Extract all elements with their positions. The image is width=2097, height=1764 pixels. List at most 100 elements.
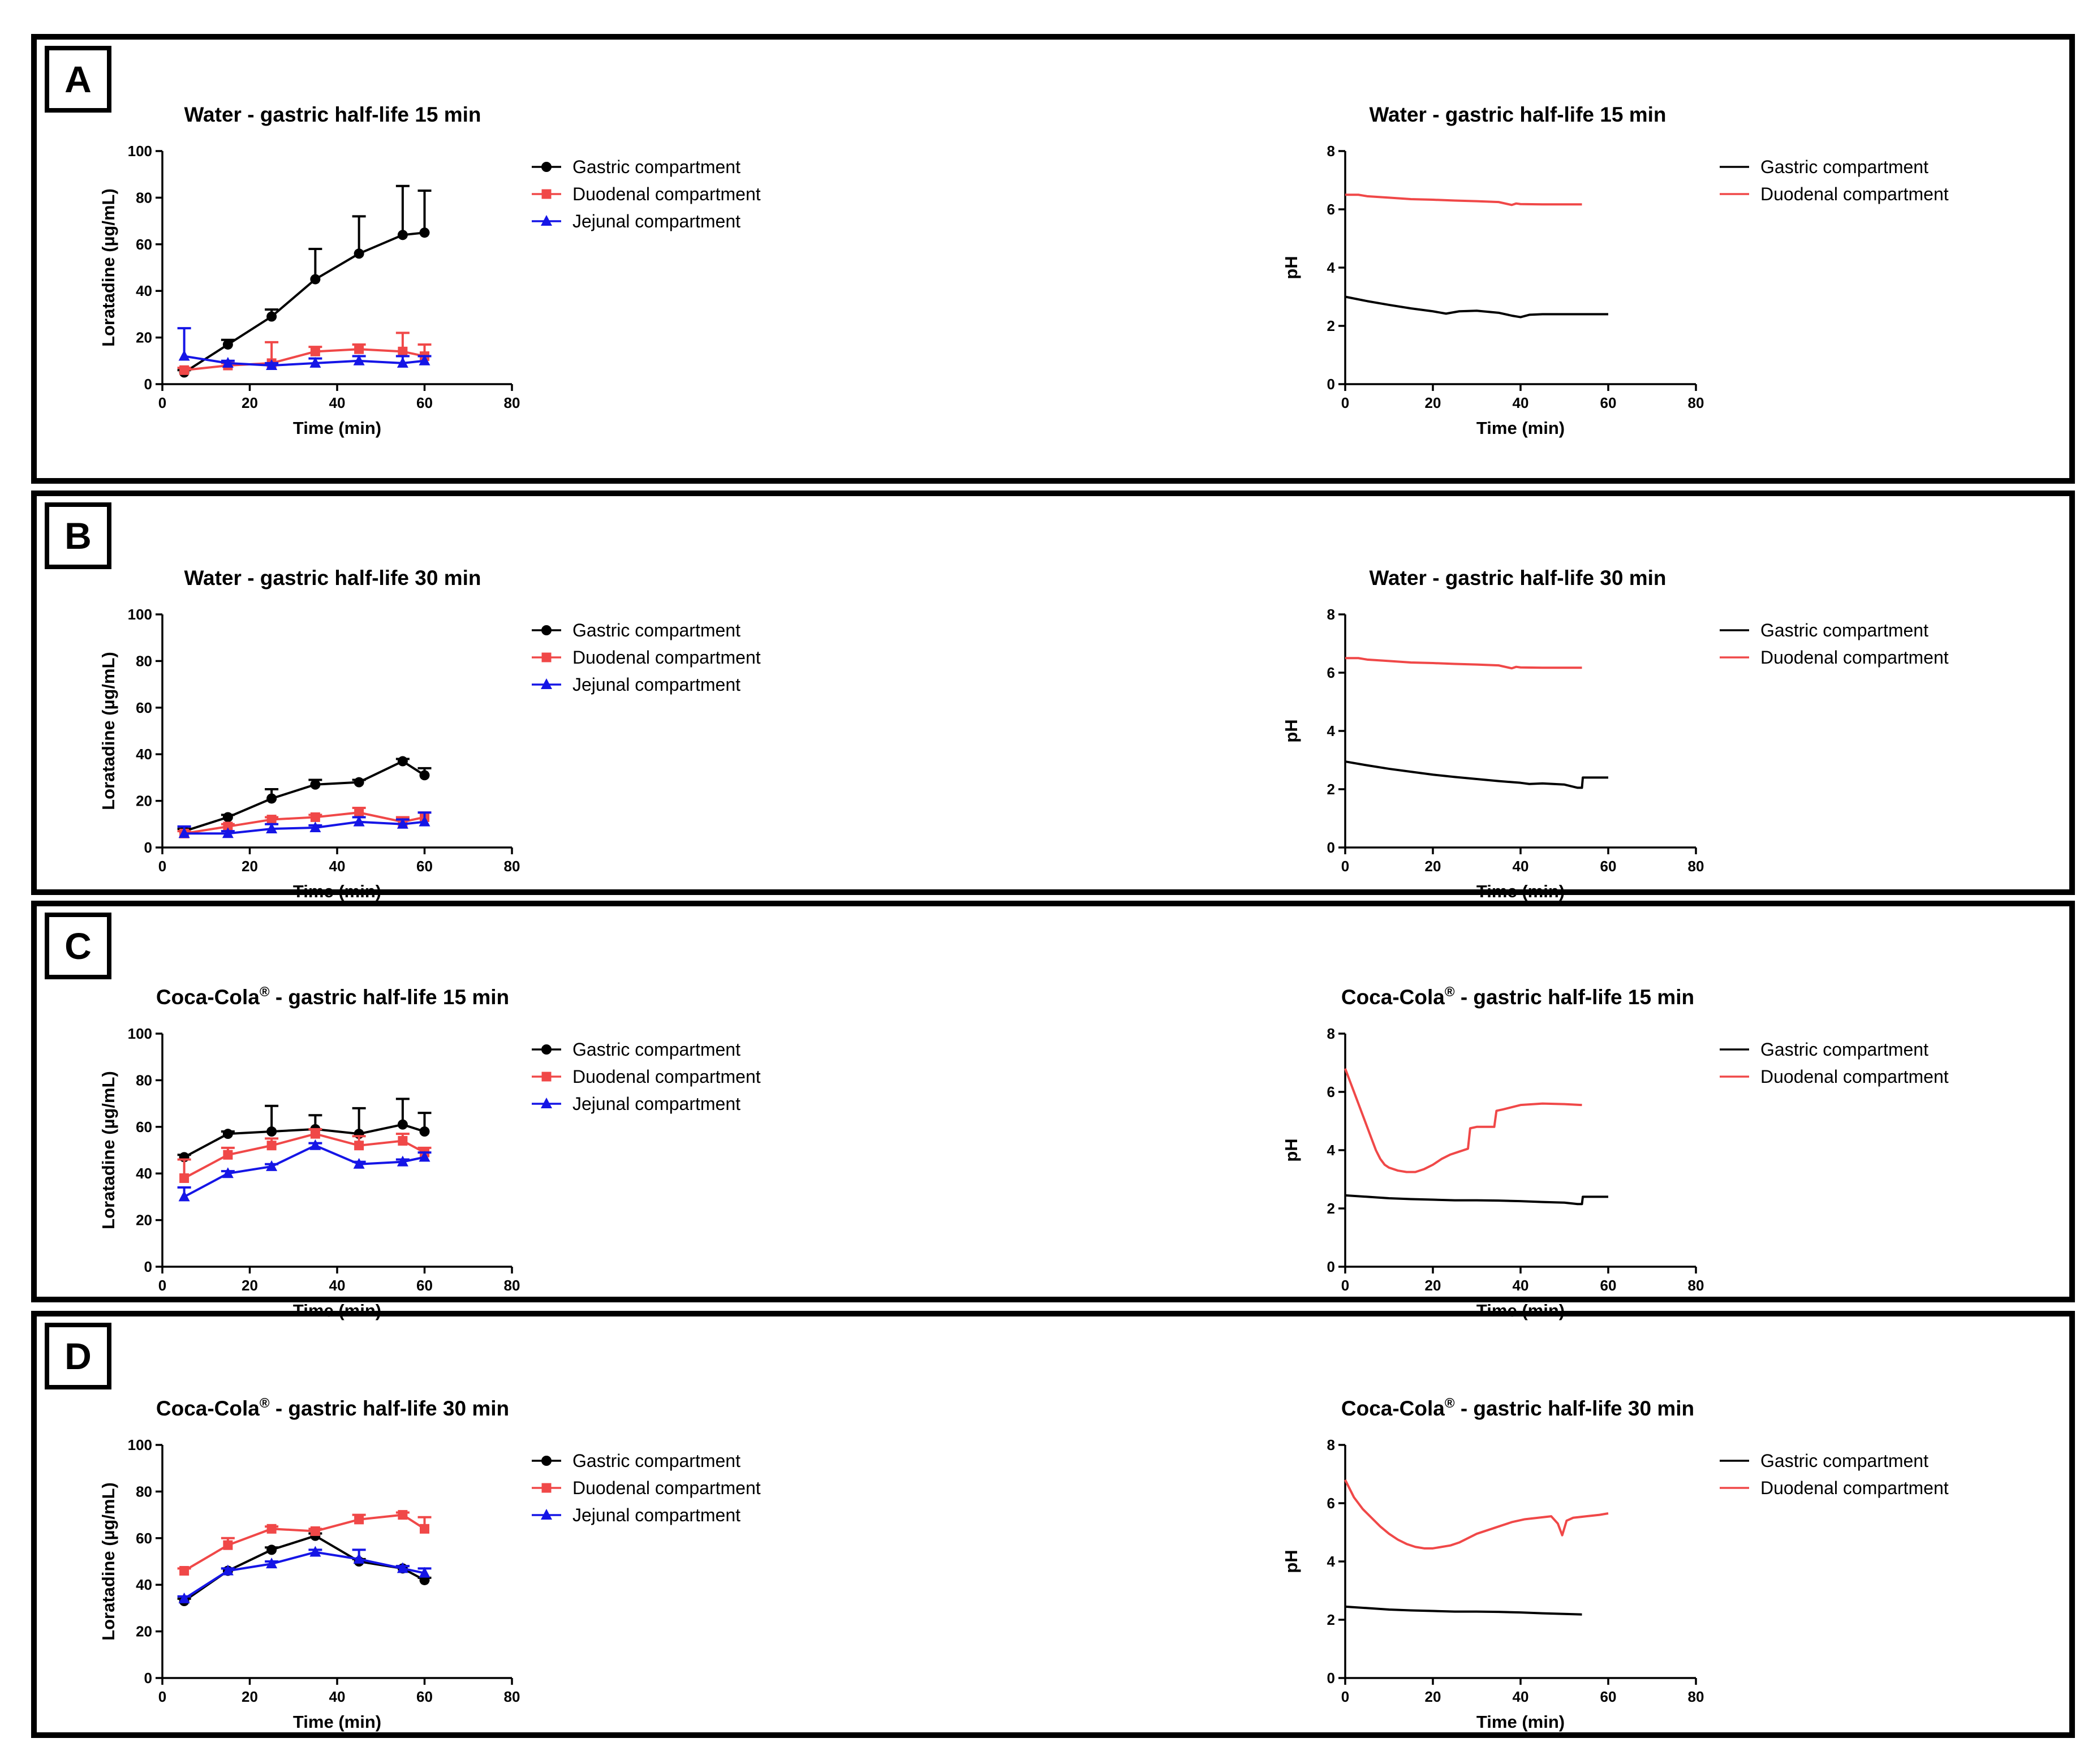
y-tick-label: 0 bbox=[1327, 1670, 1335, 1686]
data-point bbox=[266, 359, 278, 371]
data-point bbox=[178, 1190, 190, 1202]
legend-marker-gastric bbox=[541, 1456, 552, 1466]
data-point bbox=[397, 356, 408, 368]
data-point bbox=[354, 807, 364, 818]
y-axis-label: Loratadine (µg/mL) bbox=[98, 652, 118, 810]
x-tick-label: 20 bbox=[242, 858, 258, 875]
y-tick-label: 0 bbox=[1327, 839, 1335, 856]
y-tick-label: 8 bbox=[1327, 143, 1335, 160]
y-axis-label: Loratadine (µg/mL) bbox=[98, 188, 118, 347]
y-tick-label: 0 bbox=[144, 839, 152, 856]
data-point bbox=[310, 812, 320, 822]
y-tick-label: 20 bbox=[136, 329, 152, 346]
y-axis-label: Loratadine (µg/mL) bbox=[98, 1482, 118, 1641]
legend-label-jejunal: Jejunal compartment bbox=[572, 1505, 740, 1525]
data-point bbox=[178, 350, 190, 361]
ph-series-gastric bbox=[1345, 1194, 1608, 1206]
legend-label-gastric: Gastric compartment bbox=[572, 1451, 740, 1471]
y-tick-label: 20 bbox=[136, 1212, 152, 1229]
x-tick-label: 40 bbox=[329, 1277, 346, 1294]
data-point bbox=[397, 1155, 408, 1167]
y-tick-label: 8 bbox=[1327, 606, 1335, 623]
legend-marker-jejunal bbox=[541, 1509, 552, 1520]
concentration-chart: Water - gastric half-life 15 min 0 20 40 60 8… bbox=[98, 103, 761, 438]
legend-label-duodenal: Duodenal compartment bbox=[572, 1478, 761, 1498]
data-point bbox=[419, 1151, 430, 1162]
y-tick-label: 100 bbox=[128, 143, 152, 160]
y-tick-label: 6 bbox=[1327, 201, 1335, 218]
x-tick-label: 60 bbox=[1600, 1688, 1617, 1705]
x-tick-label: 80 bbox=[1688, 1688, 1704, 1705]
data-point bbox=[398, 1510, 408, 1520]
x-tick-label: 80 bbox=[1688, 394, 1704, 411]
data-point bbox=[222, 356, 234, 368]
panel-tag-box bbox=[45, 1323, 111, 1389]
data-point bbox=[223, 1150, 233, 1160]
data-point bbox=[309, 1139, 321, 1150]
legend-label-duodenal: Duodenal compartment bbox=[1760, 1066, 1949, 1087]
x-tick-label: 40 bbox=[1513, 858, 1529, 875]
y-tick-label: 6 bbox=[1327, 1083, 1335, 1100]
legend-label-gastric: Gastric compartment bbox=[572, 157, 740, 177]
chart-title: Water - gastric half-life 15 min bbox=[1370, 103, 1667, 126]
panel-tag-box bbox=[45, 913, 111, 979]
series-gastric bbox=[177, 1098, 432, 1163]
data-point bbox=[310, 1129, 320, 1139]
panel-C: C Coca-Cola® - gastric half-life 15 min 0 2… bbox=[31, 901, 2075, 1320]
y-tick-label: 8 bbox=[1327, 1436, 1335, 1453]
legend-label-jejunal: Jejunal compartment bbox=[572, 1094, 740, 1114]
x-axis-label: Time (min) bbox=[1476, 881, 1565, 901]
x-tick-label: 40 bbox=[1513, 394, 1529, 411]
ph-series-duodenal bbox=[1345, 657, 1582, 670]
legend-label-gastric: Gastric compartment bbox=[572, 620, 740, 640]
y-tick-label: 20 bbox=[136, 793, 152, 810]
legend-marker-jejunal bbox=[541, 1098, 552, 1108]
y-tick-label: 2 bbox=[1327, 1200, 1335, 1217]
data-point bbox=[266, 1126, 277, 1137]
y-tick-label: 40 bbox=[136, 1165, 152, 1182]
y-tick-label: 0 bbox=[1327, 1258, 1335, 1275]
data-point bbox=[266, 815, 277, 825]
x-axis-label: Time (min) bbox=[293, 1301, 381, 1320]
data-point bbox=[419, 354, 430, 365]
x-axis-label: Time (min) bbox=[293, 418, 381, 438]
legend-marker-jejunal bbox=[541, 215, 552, 226]
legend-label-gastric: Gastric compartment bbox=[1760, 620, 1928, 640]
series-line bbox=[183, 1144, 425, 1198]
data-point bbox=[397, 1562, 408, 1573]
data-point bbox=[354, 777, 364, 788]
y-tick-label: 0 bbox=[144, 1670, 152, 1686]
data-point bbox=[398, 1136, 408, 1146]
data-point bbox=[353, 354, 365, 365]
y-tick-label: 80 bbox=[136, 1483, 152, 1500]
data-point bbox=[222, 1167, 234, 1178]
series-jejunal bbox=[177, 1139, 432, 1202]
x-tick-label: 20 bbox=[242, 394, 258, 411]
series-line bbox=[184, 348, 425, 372]
concentration-chart: Coca-Cola® - gastric half-life 30 min 0 20… bbox=[98, 1396, 761, 1732]
series-duodenal bbox=[177, 1510, 432, 1576]
x-axis-label: Time (min) bbox=[1476, 1301, 1565, 1320]
y-tick-label: 6 bbox=[1327, 664, 1335, 681]
panel-frame bbox=[31, 34, 2075, 484]
series-gastric bbox=[177, 756, 432, 837]
x-axis-label: Time (min) bbox=[293, 1712, 381, 1732]
legend-label-duodenal: Duodenal compartment bbox=[1760, 184, 1949, 204]
data-point bbox=[419, 1126, 430, 1137]
series-jejunal bbox=[177, 811, 432, 838]
y-tick-label: 8 bbox=[1327, 1025, 1335, 1042]
data-point bbox=[266, 1558, 278, 1569]
series-gastric bbox=[177, 1530, 432, 1607]
legend-label-jejunal: Jejunal compartment bbox=[572, 211, 740, 231]
data-point bbox=[397, 756, 408, 767]
legend-marker-duodenal bbox=[541, 652, 552, 662]
legend-marker-gastric bbox=[541, 162, 552, 172]
x-tick-label: 40 bbox=[329, 394, 346, 411]
data-point bbox=[354, 1515, 364, 1525]
data-point bbox=[310, 346, 320, 356]
data-point bbox=[266, 823, 278, 834]
x-tick-label: 60 bbox=[416, 1688, 433, 1705]
